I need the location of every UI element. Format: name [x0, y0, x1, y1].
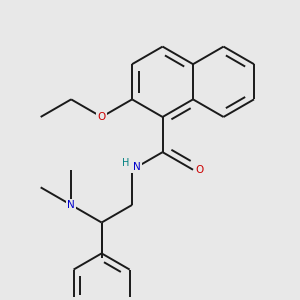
Text: N: N — [67, 200, 75, 210]
Text: H: H — [122, 158, 129, 168]
Text: N: N — [133, 162, 140, 172]
Text: O: O — [98, 112, 106, 122]
Text: O: O — [195, 165, 204, 175]
